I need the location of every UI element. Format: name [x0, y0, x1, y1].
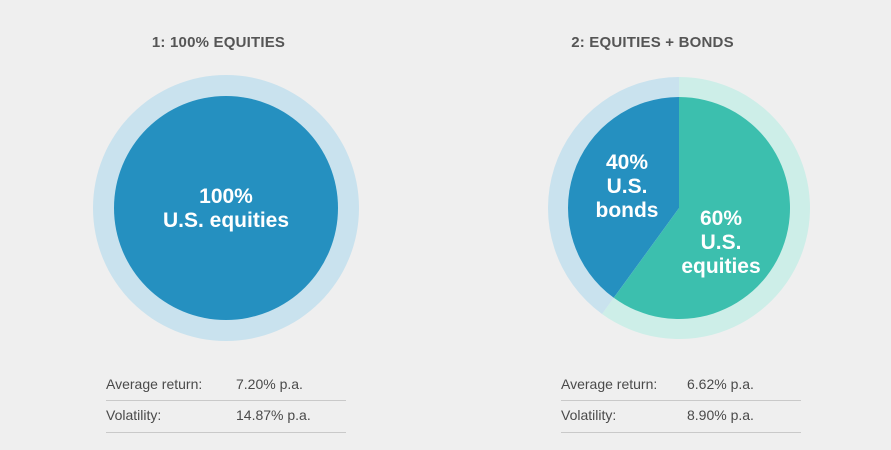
stat-value: 8.90% p.a.	[687, 407, 754, 423]
stat-row: Average return: 6.62% p.a.	[561, 370, 801, 401]
stat-label: Average return:	[561, 376, 658, 392]
stat-row: Volatility: 14.87% p.a.	[106, 401, 346, 433]
stats-table: Average return: 6.62% p.a. Volatility: 8…	[561, 370, 801, 433]
stat-label: Volatility:	[561, 407, 617, 423]
stats-table: Average return: 7.20% p.a. Volatility: 1…	[106, 370, 346, 433]
slice-label: 40% U.S. bonds	[596, 151, 659, 222]
pie-chart: 40% U.S. bonds 60% U.S. equities	[547, 77, 810, 339]
slice-label: 60% U.S. equities	[681, 207, 760, 278]
stat-value: 7.20% p.a.	[236, 376, 303, 392]
stat-label: Volatility:	[106, 407, 162, 423]
stat-label: Average return:	[106, 376, 203, 392]
pie-chart: 100% U.S. equities	[93, 75, 359, 341]
stat-value: 14.87% p.a.	[236, 407, 311, 423]
chart-title: 1: 100% EQUITIES	[151, 34, 286, 51]
chart-panel-equities: 1: 100% EQUITIES 100% U.S. equities Avera…	[0, 0, 445, 450]
pie-slice	[613, 97, 790, 319]
slice-label: 100% U.S. equities	[163, 185, 289, 232]
stat-value: 6.62% p.a.	[687, 376, 754, 392]
pie-slice	[568, 97, 679, 298]
stat-row: Volatility: 8.90% p.a.	[561, 401, 801, 433]
pie-slice	[114, 96, 338, 320]
stat-row: Average return: 7.20% p.a.	[106, 370, 346, 401]
chart-title: 2: EQUITIES + BONDS	[571, 34, 734, 51]
chart-panel-equities-bonds: 2: EQUITIES + BONDS 40% U.S. bonds 60% U.S. e…	[445, 0, 890, 450]
